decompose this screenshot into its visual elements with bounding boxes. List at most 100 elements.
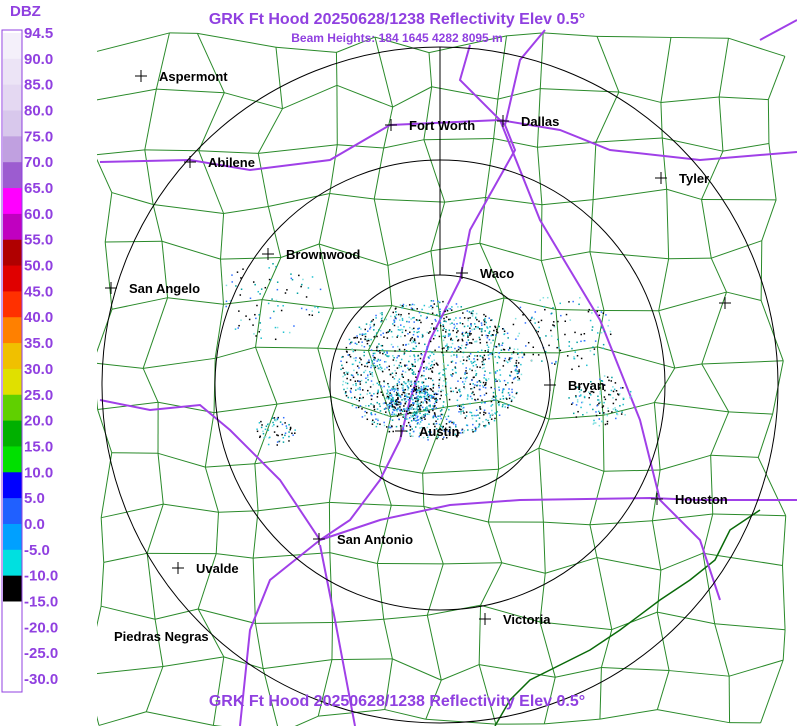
echo-pixel — [506, 361, 509, 364]
echo-pixel — [450, 361, 453, 363]
echo-pixel — [432, 384, 435, 387]
echo-pixel — [467, 317, 469, 320]
county-line — [543, 32, 598, 37]
county-line — [426, 615, 442, 681]
echo-pixel — [379, 410, 382, 412]
echo-pixel — [372, 325, 375, 328]
echo-pixel — [291, 278, 294, 281]
echo-pixel — [521, 356, 524, 359]
county-line — [374, 198, 445, 203]
echo-pixel — [412, 339, 414, 342]
echo-pixel — [231, 274, 233, 276]
echo-pixel — [612, 397, 614, 399]
echo-pixel — [412, 415, 414, 418]
echo-pixel — [388, 330, 390, 333]
echo-pixel — [488, 422, 490, 424]
county-line — [374, 36, 394, 108]
echo-pixel — [404, 394, 407, 397]
echo-pixel — [343, 372, 345, 374]
echo-pixel — [421, 350, 424, 353]
echo-pixel — [225, 300, 228, 303]
echo-pixel — [474, 399, 477, 402]
county-line — [767, 99, 770, 144]
echo-pixel — [438, 423, 441, 426]
echo-pixel — [380, 391, 383, 393]
echo-pixel — [425, 366, 427, 368]
echo-pixel — [413, 354, 415, 356]
county-line — [318, 193, 331, 245]
echo-pixel — [405, 364, 408, 367]
echo-pixel — [509, 374, 511, 377]
echo-pixel — [414, 397, 416, 399]
echo-pixel — [530, 317, 533, 319]
echo-pixel — [415, 319, 418, 321]
echo-pixel — [508, 397, 511, 400]
echo-pixel — [408, 321, 410, 323]
echo-pixel — [473, 358, 475, 360]
echo-pixel — [454, 433, 457, 436]
echo-pixel — [389, 389, 392, 392]
county-line — [701, 360, 784, 365]
echo-pixel — [397, 313, 400, 316]
echo-pixel — [276, 434, 278, 436]
echo-pixel — [415, 391, 418, 394]
echo-pixel — [479, 412, 481, 414]
echo-pixel — [400, 328, 403, 331]
echo-pixel — [389, 404, 391, 407]
echo-pixel — [358, 361, 361, 364]
echo-pixel — [361, 341, 363, 343]
echo-pixel — [366, 376, 369, 378]
echo-pixel — [413, 321, 415, 323]
echo-pixel — [401, 410, 404, 412]
echo-pixel — [305, 296, 308, 298]
echo-pixel — [442, 374, 444, 376]
echo-pixel — [420, 364, 422, 367]
echo-pixel — [376, 396, 379, 398]
echo-pixel — [460, 410, 462, 413]
echo-pixel — [470, 342, 473, 345]
echo-pixel — [421, 388, 424, 391]
echo-pixel — [431, 371, 434, 373]
echo-pixel — [618, 393, 621, 395]
echo-pixel — [427, 332, 430, 334]
echo-pixel — [410, 304, 412, 306]
echo-pixel — [442, 335, 444, 338]
county-line — [218, 510, 259, 513]
echo-pixel — [579, 395, 582, 398]
echo-pixel — [449, 323, 452, 325]
county-line — [336, 36, 376, 53]
echo-pixel — [436, 437, 438, 440]
echo-pixel — [445, 436, 448, 439]
echo-pixel — [599, 391, 601, 393]
legend-label: 0.0 — [24, 516, 45, 533]
county-line — [373, 147, 385, 200]
echo-pixel — [342, 367, 344, 370]
echo-pixel — [383, 368, 386, 370]
echo-pixel — [434, 334, 436, 337]
echo-pixel — [508, 388, 510, 390]
echo-pixel — [419, 357, 422, 360]
echo-pixel — [575, 404, 578, 406]
echo-pixel — [350, 397, 353, 399]
echo-pixel — [344, 374, 346, 376]
echo-pixel — [397, 396, 399, 399]
echo-pixel — [349, 355, 352, 358]
echo-pixel — [470, 312, 473, 315]
echo-pixel — [483, 321, 486, 323]
echo-pixel — [392, 355, 394, 357]
city-marker — [651, 493, 663, 505]
echo-pixel — [394, 403, 397, 405]
echo-pixel — [401, 317, 404, 320]
echo-pixel — [367, 339, 370, 342]
echo-pixel — [436, 327, 439, 330]
echo-pixel — [413, 355, 416, 358]
echo-pixel — [468, 355, 471, 357]
county-line — [98, 711, 147, 726]
echo-pixel — [432, 416, 435, 419]
echo-pixel — [573, 357, 576, 360]
echo-pixel — [420, 376, 422, 378]
echo-pixel — [451, 351, 453, 353]
echo-pixel — [387, 391, 389, 393]
echo-pixel — [415, 393, 417, 395]
echo-pixel — [540, 319, 543, 322]
